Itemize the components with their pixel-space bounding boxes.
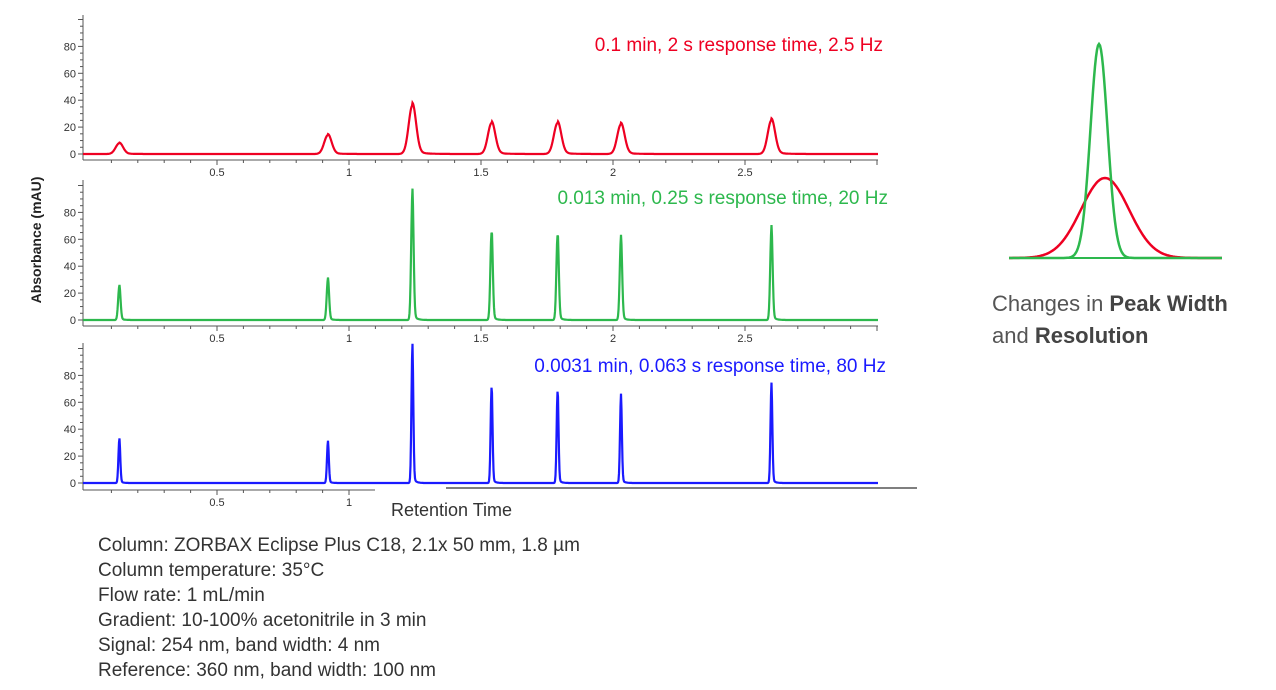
y-tick-label: 60	[64, 234, 76, 246]
condition-gradient: Gradient: 10-100% acetonitrile in 3 min	[98, 610, 427, 631]
y-tick-label: 20	[64, 288, 76, 300]
narrow-peak-curve	[1009, 41, 1222, 260]
y-tick-label: 40	[64, 424, 76, 436]
y-tick-label: 80	[64, 41, 76, 53]
y-tick-label: 60	[64, 68, 76, 80]
panel-label: 0.013 min, 0.25 s response time, 20 Hz	[557, 188, 888, 209]
peak-width-illustration	[1009, 41, 1222, 260]
chromatogram-panel-2: 0 20 40 60 80 0.5 1 1.5 2 2.5 0.013 min, 0.25 s re…	[64, 180, 888, 345]
y-tick-label: 0	[70, 478, 76, 490]
method-conditions: Column: ZORBAX Eclipse Plus C18, 2.1x 50…	[98, 533, 580, 683]
x-tick-label: 2.5	[737, 167, 752, 179]
y-tick-label: 80	[64, 207, 76, 219]
condition-temperature: Column temperature: 35°C	[98, 560, 325, 581]
y-tick-label: 80	[64, 370, 76, 382]
chromatogram-panel-1: 0 20 40 60 80 0.5 1 1.5 2 2.5 0.1 min, 2 s respons…	[64, 15, 883, 179]
caption-text: Changes in	[992, 291, 1110, 316]
x-tick-label: 2	[610, 167, 616, 179]
x-tick-label: 1.5	[473, 333, 488, 345]
panel-label: 0.0031 min, 0.063 s response time, 80 Hz	[534, 356, 886, 377]
chromatogram-trace	[83, 343, 878, 485]
condition-flow-rate: Flow rate: 1 mL/min	[98, 585, 265, 606]
condition-reference: Reference: 360 nm, band width: 100 nm	[98, 660, 436, 681]
y-tick-label: 40	[64, 95, 76, 107]
x-tick-label: 0.5	[209, 333, 224, 345]
y-tick-label: 20	[64, 451, 76, 463]
y-tick-label: 40	[64, 261, 76, 273]
chromatogram-trace	[83, 188, 878, 322]
x-axis-title: Retention Time	[391, 500, 512, 520]
x-tick-label: 1	[346, 333, 352, 345]
caption-resolution: Resolution	[1034, 323, 1149, 348]
caption-peak-width: Peak Width	[1109, 291, 1228, 316]
x-tick-label: 1.5	[473, 167, 488, 179]
illustration-caption: Changes in Peak Width and Resolution	[992, 288, 1228, 352]
x-tick-label: 1	[346, 167, 352, 179]
x-tick-label: 0.5	[209, 497, 224, 509]
y-tick-label: 0	[70, 315, 76, 327]
condition-signal: Signal: 254 nm, band width: 4 nm	[98, 635, 381, 656]
y-axis-title: Absorbance (mAU)	[28, 177, 44, 304]
chromatogram-trace	[83, 99, 878, 156]
condition-column: Column: ZORBAX Eclipse Plus C18, 2.1x 50…	[98, 535, 580, 556]
y-tick-label: 60	[64, 397, 76, 409]
x-tick-label: 2	[610, 333, 616, 345]
y-tick-label: 20	[64, 122, 76, 134]
panel-label: 0.1 min, 2 s response time, 2.5 Hz	[595, 35, 883, 56]
x-tick-label: 2.5	[737, 333, 752, 345]
x-tick-label: 0.5	[209, 167, 224, 179]
caption-text: and	[992, 323, 1035, 348]
y-tick-label: 0	[70, 149, 76, 161]
x-tick-label: 1	[346, 497, 352, 509]
chromatogram-panel-3: 0 20 40 60 80 0.5 1 0.0031 min, 0.063 s respons…	[64, 343, 886, 509]
